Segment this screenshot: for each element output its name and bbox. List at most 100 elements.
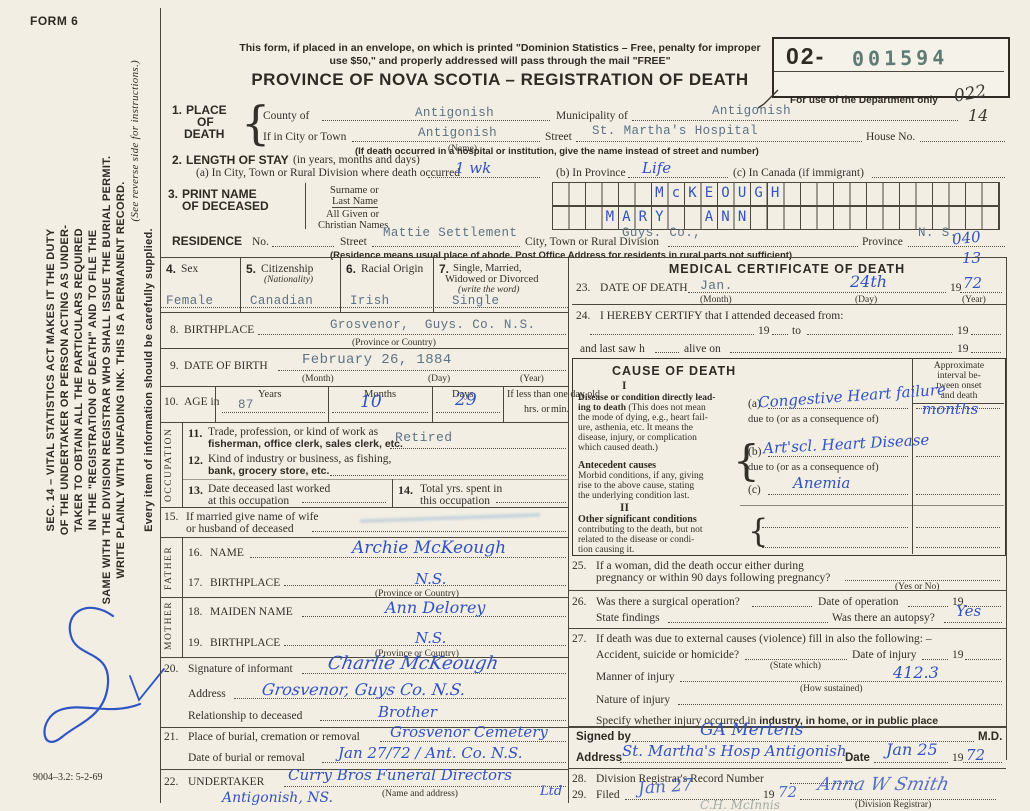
dotted-line	[688, 292, 946, 293]
cause-b-label: (b)	[748, 446, 762, 458]
year-19: 19	[952, 596, 964, 608]
filed-date-value: Jan 27	[637, 775, 694, 799]
month-note: (Month)	[302, 374, 334, 384]
sex-value: Female	[166, 294, 214, 308]
dotted-line	[745, 659, 847, 660]
ink-smudge	[359, 512, 541, 524]
interval-header: interval be-	[937, 371, 981, 381]
day-note: (Day)	[855, 295, 878, 305]
residence-province-label: Province	[862, 236, 903, 248]
how-sustained-note: (How sustained)	[800, 684, 863, 694]
burial-date-value: Jan 27/72 / Ant. Co. N.S.	[338, 744, 523, 762]
maiden-name-value: Ann Delorey	[385, 598, 486, 617]
filed-label: Filed	[596, 789, 620, 801]
dotted-line	[372, 246, 520, 247]
s11-value: Retired	[395, 430, 453, 445]
state-findings-label: State findings	[596, 612, 660, 624]
dotted-line	[352, 141, 540, 142]
rule	[160, 348, 568, 349]
rule	[328, 386, 329, 422]
s16-no: 16.	[188, 547, 203, 559]
physician-address-value: St. Martha's Hosp Antigonish	[622, 742, 847, 760]
pen-scribble	[43, 606, 165, 743]
s11-no: 11.	[188, 426, 203, 440]
antecedent-desc: rise to the above cause, stating	[578, 481, 695, 491]
given-names-cells: MARY ANN	[556, 209, 755, 225]
dotted-line	[916, 456, 1000, 457]
checkmark	[757, 89, 779, 109]
s6-no: 6.	[346, 262, 357, 276]
accident-label: Accident, suicide or homicide?	[596, 649, 740, 661]
house-no-label: House No.	[866, 131, 916, 143]
cause-c-value: Anemia	[793, 474, 851, 492]
s15-no: 15.	[164, 511, 179, 523]
residence-label: RESIDENCE	[172, 234, 243, 248]
s14-no: 14.	[398, 483, 413, 497]
s2a-value: 1 wk	[455, 159, 492, 177]
undertaker-ltd: Ltd	[540, 784, 563, 799]
dotted-line	[284, 786, 566, 787]
s2-title: LENGTH OF STAY	[186, 153, 289, 167]
rule	[182, 537, 183, 597]
burial-date-label: Date of burial or removal	[188, 752, 305, 764]
s5-no: 5.	[246, 262, 257, 276]
interval-header: Approximate	[933, 361, 985, 371]
marital-value: Single	[452, 294, 500, 308]
rule	[912, 358, 913, 554]
medical-certificate-title: MEDICAL CERTIFICATE OF DEATH	[668, 262, 906, 276]
other-conditions-desc: tion causing it.	[578, 545, 635, 555]
marital-label: Single, Married,	[453, 263, 522, 274]
dept-only-caption: For use of the Department only	[790, 95, 938, 106]
residence-no-label: No.	[252, 236, 269, 248]
dotted-line	[944, 622, 1002, 623]
signed-date-label: Date	[845, 752, 870, 764]
year-19: 19	[957, 325, 969, 337]
dotted-line	[874, 762, 948, 763]
s15-label: If married give name of wife	[186, 511, 319, 523]
s7-no: 7.	[439, 262, 450, 276]
dotted-line	[908, 606, 948, 607]
s25-label: pregnancy or within 90 days following pr…	[596, 572, 831, 584]
year-19: 19	[758, 325, 770, 337]
min-label: min.	[551, 404, 570, 415]
dotted-line	[963, 762, 1002, 763]
rule	[740, 505, 1004, 506]
dotted-line	[920, 141, 1005, 142]
rule	[912, 403, 1004, 404]
date-of-birth-value: February 26, 1884	[302, 352, 452, 368]
year-note: (Year)	[962, 295, 986, 305]
mail-note: use $50," and properly addressed will pa…	[329, 55, 671, 67]
s17-no: 17.	[188, 577, 203, 589]
informant-address-value: Grosvenor, Guys Co. N.S.	[260, 680, 467, 699]
marital-note: (write the word)	[458, 285, 520, 295]
hospital-note: (If death occurred in a hospital or inst…	[355, 146, 759, 157]
s13-label: Date deceased last worked	[208, 483, 331, 495]
brace: {	[241, 96, 271, 150]
s28-no: 28.	[572, 773, 587, 785]
dotted-line	[278, 370, 566, 371]
rule	[433, 257, 434, 312]
dotted-line	[302, 673, 566, 674]
s14-label: Total yrs. spent in	[420, 483, 503, 495]
s1-title: PLACE	[186, 103, 227, 117]
mother-side-label: MOTHER	[164, 600, 174, 650]
s11-label: fisherman, office clerk, sales clerk, et…	[208, 438, 403, 450]
dotted-line	[436, 412, 500, 413]
filed-year-value: 72	[778, 783, 798, 801]
part-two: II	[620, 502, 629, 514]
yes-or-no-note: (Yes or No)	[895, 582, 940, 592]
dotted-line	[752, 606, 812, 607]
rule	[160, 769, 568, 770]
province-country-note: (Province or Country)	[375, 649, 459, 659]
s2-no: 2.	[172, 153, 183, 167]
s2b-value: Life	[642, 159, 672, 177]
registrar-signature: Anna W Smith	[815, 774, 952, 795]
rule	[432, 386, 433, 422]
informant-signature-value: Charlie McKeough	[326, 653, 501, 674]
year-prefix: 19	[952, 752, 964, 764]
dotted-line	[390, 448, 566, 449]
county-label: County of	[263, 110, 310, 122]
s24-no: 24.	[576, 310, 591, 322]
due-to-label: due to (or as a consequence of)	[748, 462, 879, 473]
cause-desc: (This does not mean	[626, 403, 706, 413]
